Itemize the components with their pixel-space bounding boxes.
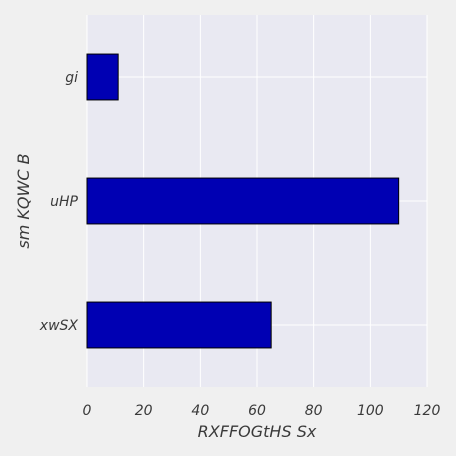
x-axis-label: RXFFOGtHS Sx: [198, 422, 317, 441]
x-tick-label: 60: [248, 403, 266, 419]
x-tick-label: 20: [135, 403, 153, 419]
y-tick-label: gi: [65, 70, 78, 86]
bars: [86, 53, 400, 349]
y-tick-label: xwSX: [39, 318, 79, 334]
bar-xwSX: [86, 301, 272, 349]
y-tick-labels: gi uHP xwSX: [39, 70, 79, 334]
x-tick-label: 80: [305, 403, 323, 419]
bar-gi: [86, 53, 119, 101]
y-tick-label: uHP: [50, 194, 78, 210]
x-tick-label: 100: [357, 403, 384, 419]
bar-uHP: [86, 177, 400, 225]
x-tick-label: 0: [83, 403, 92, 419]
x-tick-label: 120: [414, 403, 441, 419]
x-tick-label: 40: [191, 403, 209, 419]
x-tick-labels: 0 20 40 60 80 100 120: [83, 403, 441, 419]
y-axis-label: sm KQWC B: [14, 153, 33, 248]
